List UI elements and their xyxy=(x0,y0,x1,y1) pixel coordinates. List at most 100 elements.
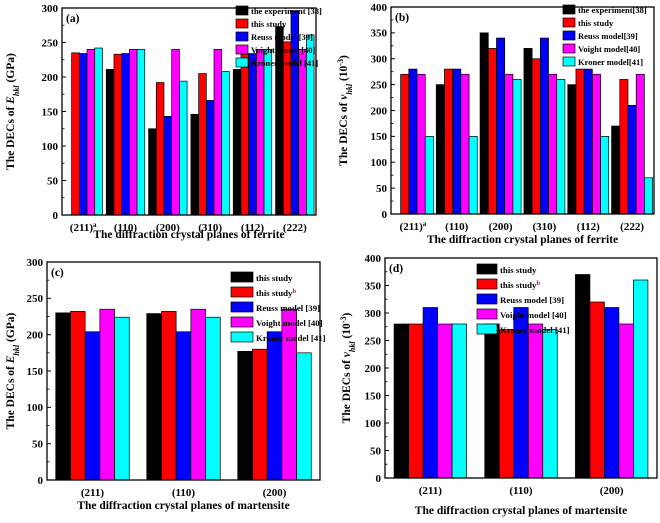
bar-a-s4-c4 xyxy=(263,49,273,216)
legend-swatch-b-4 xyxy=(562,56,576,67)
bar-b-s1-c0 xyxy=(400,73,410,215)
bar-b-s0-c4 xyxy=(567,84,577,215)
legend-label-b-3: Voight model[40] xyxy=(578,44,640,54)
ytick-label-a-4: 200 xyxy=(42,72,59,84)
bar-a-s3-c3 xyxy=(213,49,223,216)
legend-swatch-a-4 xyxy=(235,57,249,68)
bar-c-s4-c1 xyxy=(205,316,221,481)
bar-c-s1-c0 xyxy=(70,311,86,481)
bar-a-s1-c2 xyxy=(155,82,165,216)
legend-label-a-2: Reuss model [39] xyxy=(251,32,313,42)
ytick-label-c-5: 250 xyxy=(27,293,44,305)
legend-swatch-d-0 xyxy=(476,263,498,275)
ylabel-a: The DECs of Ehkl (GPa) xyxy=(5,53,21,170)
legend-label-b-0: the experiment[38] xyxy=(578,5,647,15)
bar-d-s1-c2 xyxy=(589,301,605,479)
legend-label-d-2: Reuss model [39] xyxy=(500,295,564,305)
legend-label-b-1: this study xyxy=(578,18,614,28)
xtick-label-a-2: (200) xyxy=(156,222,180,234)
ytick-label-c-6: 300 xyxy=(27,257,44,269)
bar-b-s1-c1 xyxy=(444,68,454,215)
bar-d-s1-c1 xyxy=(498,329,515,479)
xtick-label-b-2: (200) xyxy=(489,221,513,233)
ytick-label-d-8: 400 xyxy=(365,253,382,265)
bars-a xyxy=(71,10,315,216)
legend-swatch-b-3 xyxy=(562,43,576,54)
xtick-label-b-4: (112) xyxy=(577,221,601,233)
ytick-label-b-7: 350 xyxy=(371,28,388,40)
xtick-label-a-1: (110) xyxy=(114,222,138,234)
bar-a-s4-c1 xyxy=(136,49,146,216)
legend-label-a-1: this study xyxy=(251,19,287,29)
xtick-label-d-0: (211) xyxy=(419,485,443,497)
xlabel-c: The diffraction crystal planes of marten… xyxy=(77,500,289,512)
ylabel-c: The DECs of Ehkl (GPa) xyxy=(5,312,21,429)
ytick-label-a-0: 0 xyxy=(53,210,59,222)
bar-d-s3-c1 xyxy=(527,323,544,479)
panel-d: 0 50 100 150 200 250 300 350 400 (211) (110) (200) T… xyxy=(339,253,658,517)
legend-swatch-c-2 xyxy=(230,301,254,313)
bar-d-s1-c0 xyxy=(408,323,424,479)
legend-swatch-d-1 xyxy=(476,278,498,290)
xtick-label-a-4: (112) xyxy=(241,222,265,234)
bar-b-s3-c1 xyxy=(460,73,470,215)
ytick-label-b-0: 0 xyxy=(382,209,388,221)
bar-c-s4-c2 xyxy=(296,352,312,481)
bar-b-s2-c2 xyxy=(496,37,506,215)
ytick-label-c-2: 100 xyxy=(27,402,44,414)
bar-d-s3-c2 xyxy=(618,323,634,479)
ytick-label-a-6: 300 xyxy=(42,3,59,15)
legend-swatch-d-3 xyxy=(476,308,498,320)
legend-swatch-b-2 xyxy=(562,30,576,41)
bar-a-s0-c1 xyxy=(105,69,115,216)
bar-c-s2-c1 xyxy=(175,331,192,481)
legend-swatch-d-2 xyxy=(476,293,498,305)
bar-d-s2-c0 xyxy=(422,307,438,479)
bar-b-s0-c2 xyxy=(479,32,489,215)
ytick-label-b-6: 300 xyxy=(371,54,388,66)
legend-swatch-a-2 xyxy=(235,31,249,42)
bar-a-s4-c3 xyxy=(221,71,230,216)
xtick-sup-b: a xyxy=(423,220,427,228)
xtick-label-a-5: (222) xyxy=(283,222,307,234)
xlabel-d: The diffraction crystal planes of marten… xyxy=(415,505,627,517)
bar-d-s0-c0 xyxy=(393,323,409,479)
bar-a-s1-c1 xyxy=(113,53,122,216)
ytick-label-d-4: 200 xyxy=(365,363,382,375)
legend-b: the experiment[38] this study Reuss model[… xyxy=(562,4,647,67)
bar-a-s3-c1 xyxy=(129,49,138,216)
bar-b-s3-c5 xyxy=(635,73,645,215)
bar-c-s0-c2 xyxy=(237,351,253,481)
legend-swatch-d-4 xyxy=(476,323,498,335)
legend-label-d-3: Voight model [40] xyxy=(500,310,567,320)
bar-c-s1-c2 xyxy=(252,348,268,481)
xtick-label-b-3: (310) xyxy=(533,221,557,233)
legend-label-d-0: this study xyxy=(500,265,537,275)
bar-b-s1-c3 xyxy=(531,58,541,215)
bar-b-s2-c4 xyxy=(583,68,593,215)
panel-label-d: (d) xyxy=(389,263,403,275)
bar-b-s4-c0 xyxy=(424,136,434,215)
bar-a-s3-c4 xyxy=(256,49,265,216)
bars-b xyxy=(400,32,653,215)
ytick-label-c-0: 0 xyxy=(38,475,44,487)
panel-a: 0 50 100 150 200 250 300 (211)a (110) (200) (310) (… xyxy=(5,3,322,241)
ytick-label-d-3: 150 xyxy=(365,390,382,402)
ytick-label-a-1: 50 xyxy=(47,175,59,187)
ytick-label-d-5: 250 xyxy=(365,335,382,347)
legend-swatch-c-0 xyxy=(230,271,254,283)
ytick-label-b-3: 150 xyxy=(371,131,388,143)
bar-b-s0-c1 xyxy=(435,84,445,215)
bar-a-s2-c4 xyxy=(248,53,257,216)
bar-b-s3-c0 xyxy=(416,73,426,215)
bar-a-s0-c2 xyxy=(148,128,157,216)
ylabel-d: The DECs of νhkl (10-3) xyxy=(339,313,357,424)
legend-swatch-c-1 xyxy=(230,286,254,298)
bar-b-s4-c2 xyxy=(512,79,522,215)
bar-c-s2-c2 xyxy=(266,331,283,481)
bar-c-s3-c0 xyxy=(99,308,115,481)
legend-sup-d-1: b xyxy=(536,280,540,287)
bar-b-s2-c0 xyxy=(408,68,418,215)
xtick-label-a-0: (211)a xyxy=(70,221,97,234)
xlabel-b: The diffraction crystal planes of ferrit… xyxy=(427,234,618,246)
